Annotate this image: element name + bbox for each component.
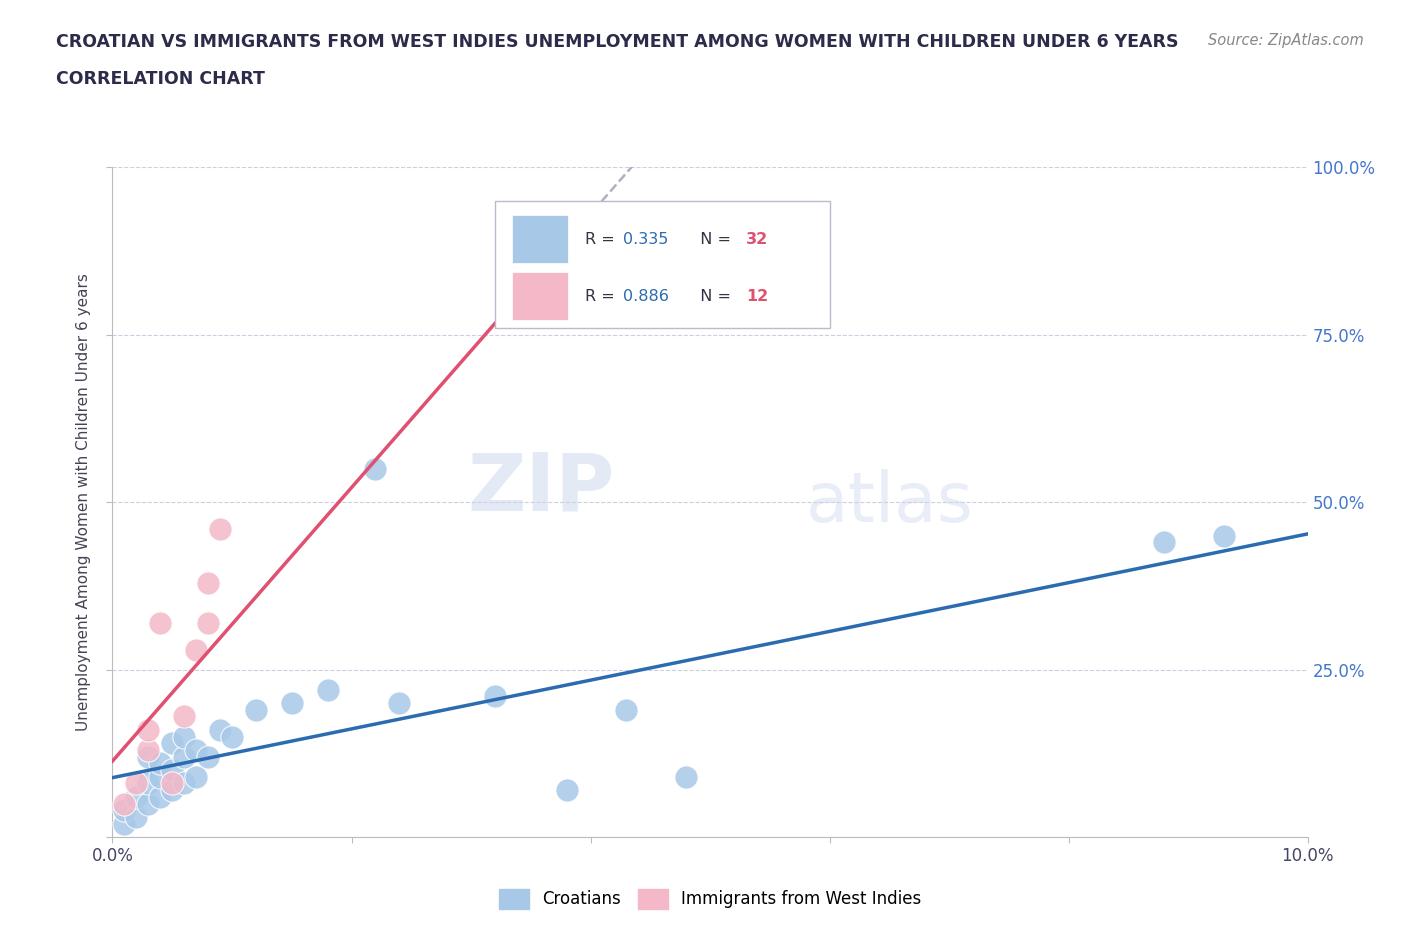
Text: CORRELATION CHART: CORRELATION CHART [56, 70, 266, 87]
Point [149, 769, 172, 784]
Text: R =: R = [585, 289, 620, 304]
Y-axis label: Unemployment Among Women with Children Under 6 years: Unemployment Among Women with Children U… [76, 273, 91, 731]
Point [484, 689, 506, 704]
Legend: Croatians, Immigrants from West Indies: Croatians, Immigrants from West Indies [492, 882, 928, 916]
Text: CROATIAN VS IMMIGRANTS FROM WEST INDIES UNEMPLOYMENT AMONG WOMEN WITH CHILDREN U: CROATIAN VS IMMIGRANTS FROM WEST INDIES … [56, 33, 1178, 50]
Point [149, 616, 172, 631]
Text: Source: ZipAtlas.com: Source: ZipAtlas.com [1208, 33, 1364, 47]
Point [149, 790, 172, 804]
Text: 0.886: 0.886 [623, 289, 669, 304]
Point [125, 809, 148, 824]
Text: 32: 32 [747, 232, 768, 246]
Point [186, 642, 208, 657]
FancyBboxPatch shape [512, 272, 568, 321]
Text: ZIP: ZIP [467, 450, 614, 528]
Point [125, 776, 148, 790]
Point [162, 776, 183, 790]
Text: N =: N = [690, 232, 735, 246]
Point [114, 803, 135, 817]
Point [173, 776, 195, 790]
Point [316, 683, 339, 698]
Point [208, 522, 231, 537]
Text: R =: R = [585, 232, 620, 246]
Point [138, 723, 160, 737]
Point [197, 750, 219, 764]
Point [114, 817, 135, 831]
Point [555, 783, 578, 798]
Point [162, 763, 183, 777]
Point [675, 769, 697, 784]
Point [173, 729, 195, 744]
Point [614, 702, 637, 717]
Point [173, 709, 195, 724]
Point [162, 736, 183, 751]
Point [173, 750, 195, 764]
Point [1153, 535, 1175, 550]
Text: 0.335: 0.335 [623, 232, 668, 246]
Point [197, 616, 219, 631]
Point [138, 750, 160, 764]
Point [364, 461, 387, 476]
Point [138, 796, 160, 811]
Point [555, 267, 578, 282]
Point [186, 769, 208, 784]
FancyBboxPatch shape [495, 201, 830, 328]
Point [138, 742, 160, 757]
Point [138, 776, 160, 790]
Text: N =: N = [690, 289, 735, 304]
Point [186, 742, 208, 757]
Point [245, 702, 267, 717]
Text: 12: 12 [747, 289, 768, 304]
Point [208, 723, 231, 737]
Point [149, 756, 172, 771]
Point [221, 729, 243, 744]
Point [162, 783, 183, 798]
Point [125, 790, 148, 804]
Point [197, 575, 219, 590]
Point [1212, 528, 1236, 543]
FancyBboxPatch shape [512, 215, 568, 263]
Text: atlas: atlas [806, 469, 973, 536]
Point [388, 696, 411, 711]
Point [114, 796, 135, 811]
Point [281, 696, 304, 711]
